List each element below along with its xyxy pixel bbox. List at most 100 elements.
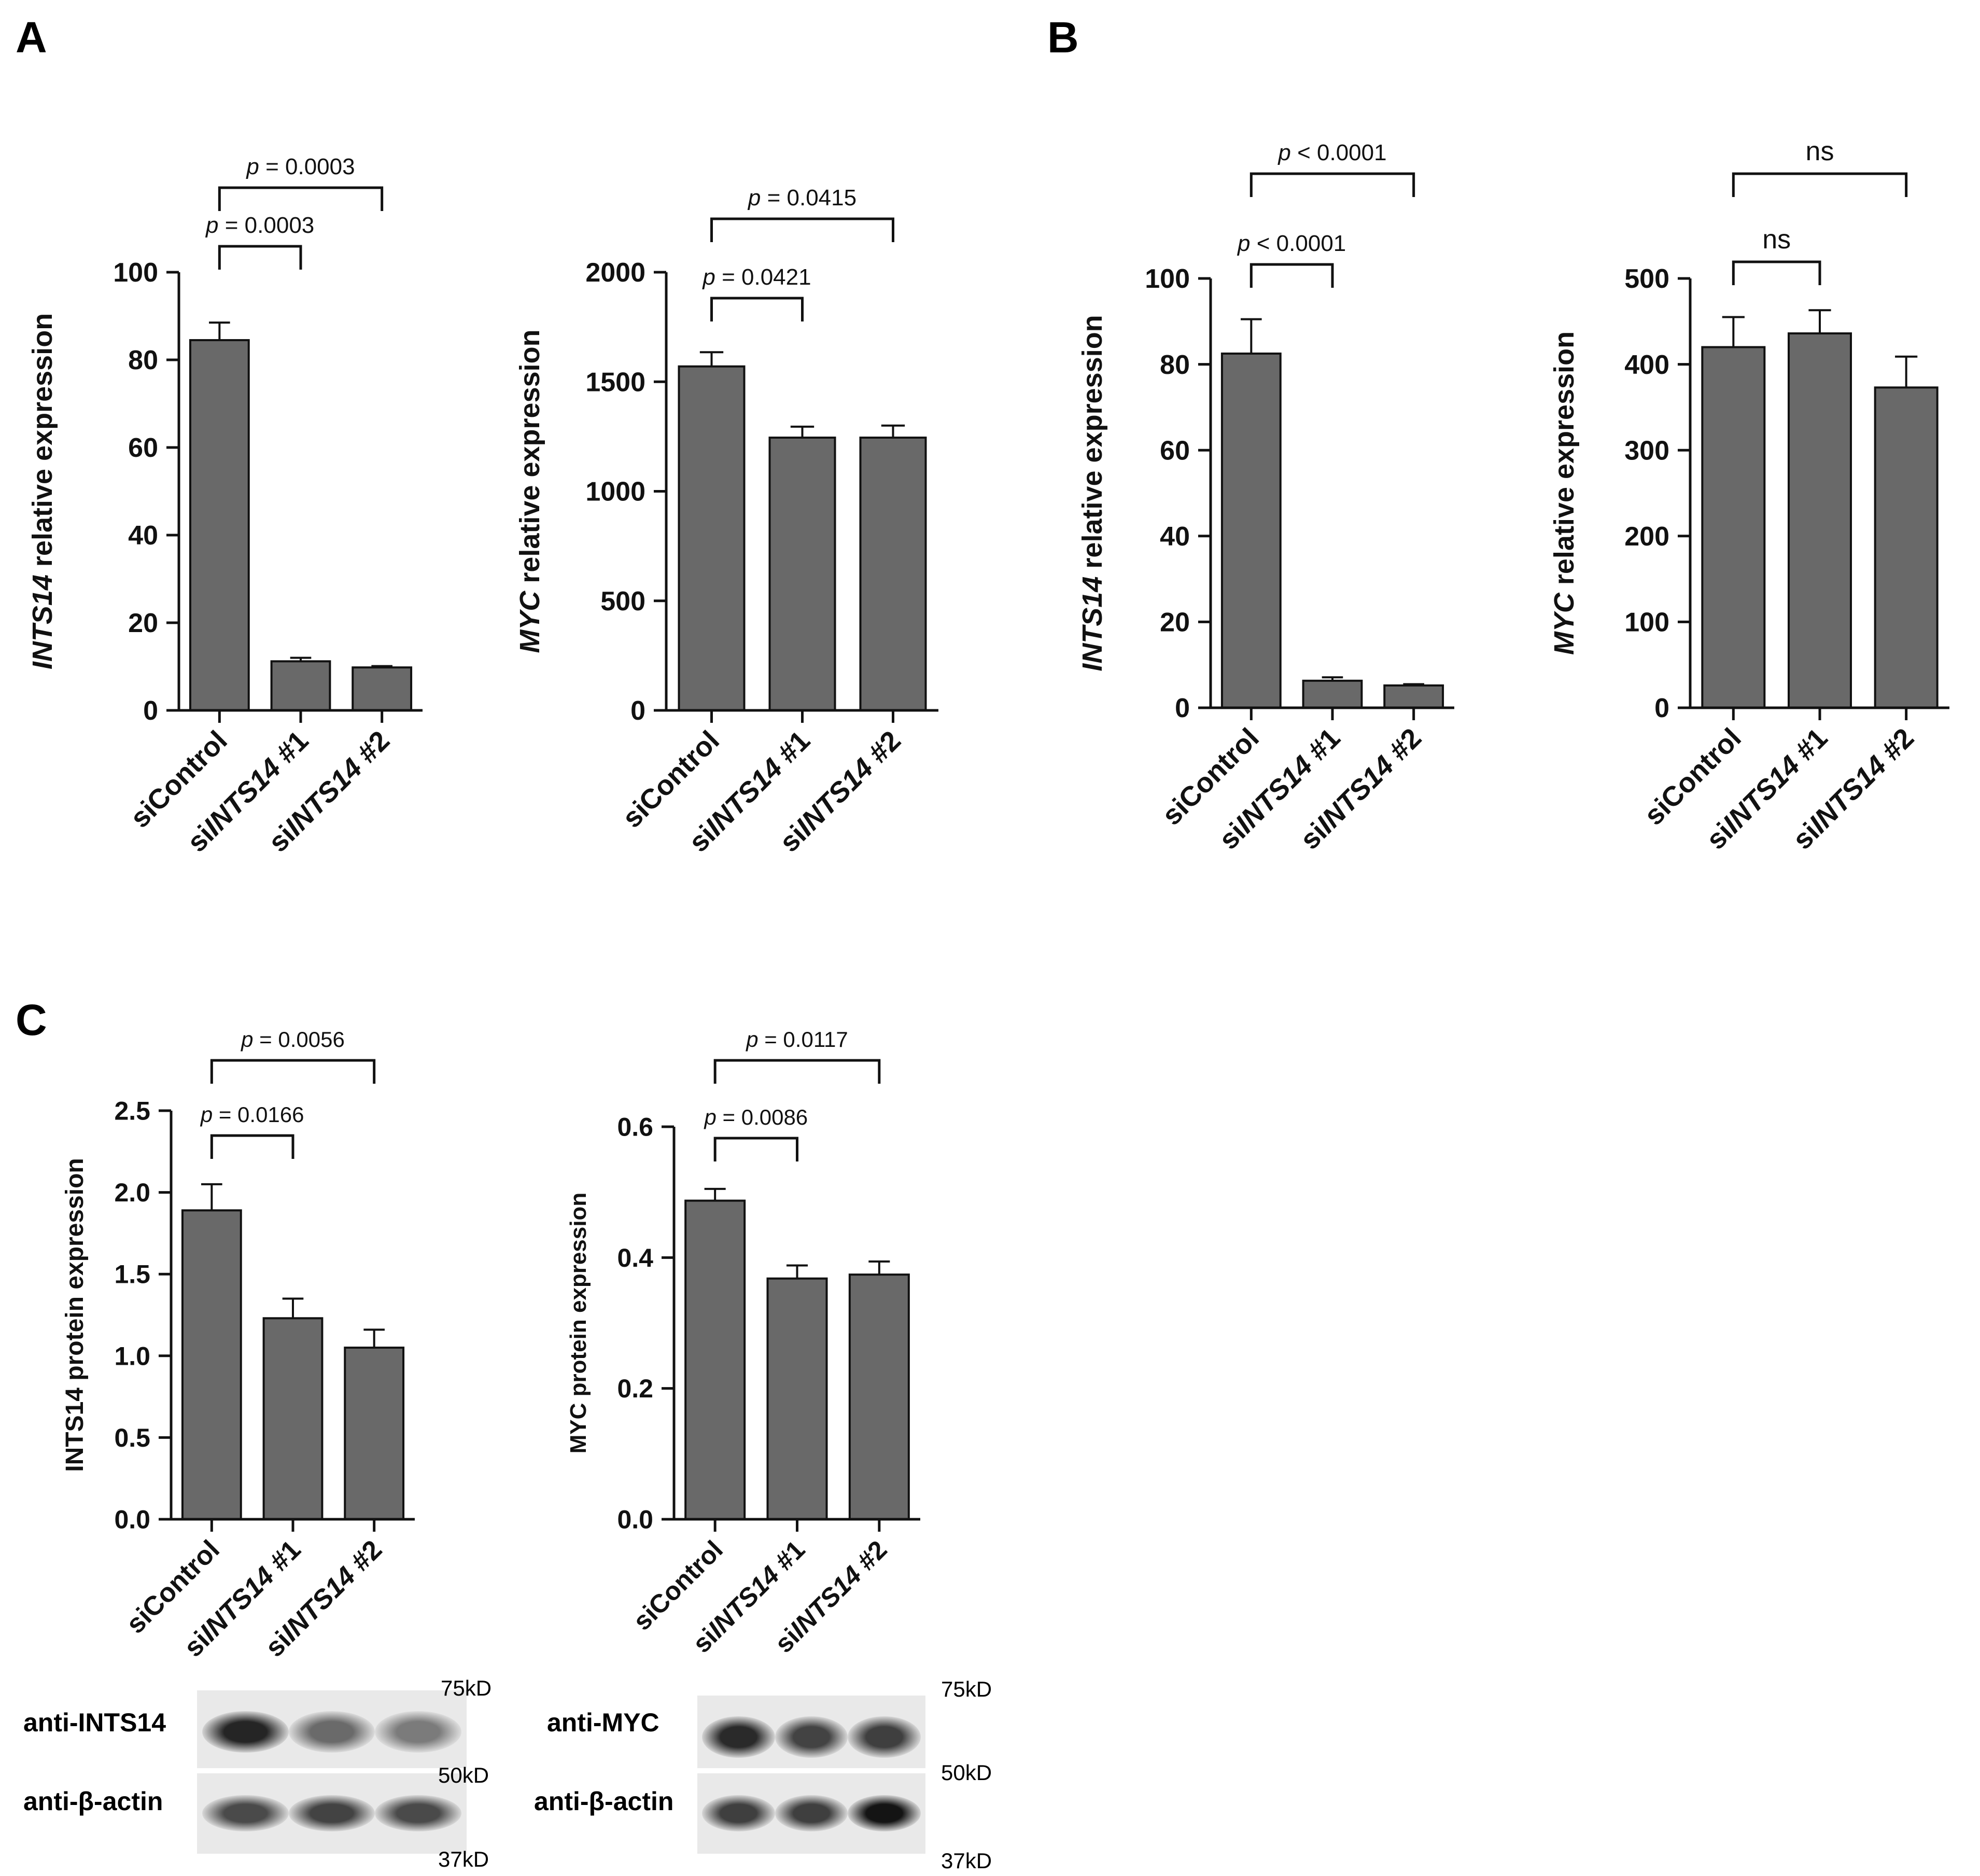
p-value-label: ns [1762, 225, 1791, 255]
mw-marker-37kd: 37kD [438, 1847, 489, 1871]
blot-band [375, 1795, 461, 1831]
bar [1302, 679, 1363, 709]
bar [1383, 684, 1444, 709]
y-tick-label: 200 [1624, 522, 1669, 552]
y-axis-label: INTS14 protein expression [61, 1158, 89, 1472]
p-value-label: ns [1806, 136, 1834, 166]
p-value-label: p = 0.0421 [701, 264, 811, 290]
bar [270, 660, 331, 711]
bar [859, 436, 927, 711]
y-tick-label: 0 [630, 696, 645, 726]
y-tick-label: 2000 [585, 258, 645, 288]
y-tick-label: 0.0 [114, 1505, 150, 1534]
blot-target-strip [197, 1690, 467, 1768]
y-tick-label: 1.5 [114, 1260, 150, 1289]
bar [1788, 332, 1852, 709]
y-tick-label: 400 [1624, 350, 1669, 380]
bar [1701, 346, 1766, 709]
significance-bracket [713, 1059, 881, 1084]
bar [1874, 386, 1939, 709]
bar [678, 365, 746, 711]
panel-letter-b: B [1047, 13, 1079, 62]
western-blot-myc: anti-MYC anti-β-actin 75kD 50kD 37kD [518, 1677, 1037, 1876]
y-tick-label: 100 [1145, 264, 1190, 294]
bar [181, 1209, 242, 1520]
y-tick-label: 1.0 [114, 1341, 150, 1370]
y-tick-label: 500 [1624, 264, 1669, 294]
significance-bracket [1732, 260, 1821, 285]
p-value-label: p = 0.0086 [703, 1105, 808, 1129]
y-tick-label: 100 [113, 258, 158, 288]
blot-loading-strip [697, 1773, 925, 1854]
p-value-label: p = 0.0003 [245, 154, 355, 179]
y-tick-label: 1000 [585, 477, 645, 507]
y-tick-label: 60 [1160, 436, 1190, 466]
blot-band [375, 1711, 461, 1753]
p-value-label: p = 0.0117 [745, 1027, 848, 1052]
mw-marker-50kd: 50kD [941, 1760, 992, 1785]
y-tick-label: 20 [1160, 608, 1190, 638]
y-tick-label: 60 [128, 433, 158, 463]
significance-bracket [1249, 263, 1334, 288]
significance-bracket [710, 217, 894, 242]
mw-marker-37kd: 37kD [941, 1849, 992, 1873]
y-tick-label: 80 [128, 345, 158, 375]
y-tick-label: 0 [143, 696, 158, 726]
western-blot-ints14: anti-INTS14 anti-β-actin 75kD 50kD 37kD [0, 1676, 518, 1876]
y-tick-label: 0.0 [617, 1505, 653, 1534]
significance-bracket [710, 297, 804, 321]
bar [352, 666, 413, 711]
mw-marker-75kd: 75kD [941, 1677, 992, 1701]
blot-target-strip [697, 1696, 925, 1768]
bar [262, 1317, 324, 1520]
y-tick-label: 40 [1160, 522, 1190, 552]
panel-letter-c: C [16, 996, 47, 1044]
p-value-label: p = 0.0415 [747, 185, 856, 211]
mw-marker-50kd: 50kD [438, 1763, 489, 1787]
significance-bracket [210, 1134, 294, 1159]
blot-band [288, 1795, 375, 1831]
y-tick-label: 0.4 [617, 1243, 653, 1272]
y-tick-label: 0 [1175, 693, 1190, 723]
bar [766, 1277, 828, 1521]
blot-target-label: anti-MYC [547, 1708, 659, 1737]
y-tick-label: 1500 [585, 367, 645, 397]
bar [848, 1273, 910, 1521]
y-tick-label: 0.2 [617, 1374, 653, 1403]
bar [344, 1347, 405, 1521]
y-tick-label: 0.6 [617, 1113, 653, 1142]
blot-loading-label: anti-β-actin [534, 1787, 674, 1816]
blot-loading-strip [197, 1773, 467, 1854]
blot-band [701, 1795, 775, 1831]
p-value-label: p < 0.0001 [1237, 231, 1346, 256]
y-tick-label: 2.5 [114, 1097, 150, 1126]
blot-band [848, 1795, 921, 1831]
p-value-label: p = 0.0003 [205, 213, 314, 238]
significance-bracket [1249, 172, 1415, 197]
blot-band [202, 1711, 289, 1753]
blot-band [288, 1711, 375, 1753]
blot-band [202, 1795, 289, 1831]
bar [684, 1199, 746, 1520]
y-axis-label: INTS14 relative expression [1077, 315, 1108, 671]
bar [1220, 352, 1282, 709]
p-value-label: p = 0.0166 [200, 1102, 304, 1127]
significance-bracket [713, 1137, 798, 1161]
panel-letter-a: A [16, 13, 47, 62]
significance-bracket [1732, 172, 1908, 197]
blot-band [775, 1716, 848, 1758]
y-tick-label: 0 [1654, 693, 1669, 723]
blot-target-label: anti-INTS14 [23, 1708, 166, 1737]
y-tick-label: 20 [128, 608, 158, 638]
significance-bracket [218, 186, 384, 211]
p-value-label: p = 0.0056 [240, 1027, 345, 1052]
bar [189, 339, 250, 711]
y-tick-label: 2.0 [114, 1178, 150, 1207]
significance-bracket [210, 1059, 376, 1084]
y-axis-label: INTS14 relative expression [27, 313, 58, 669]
